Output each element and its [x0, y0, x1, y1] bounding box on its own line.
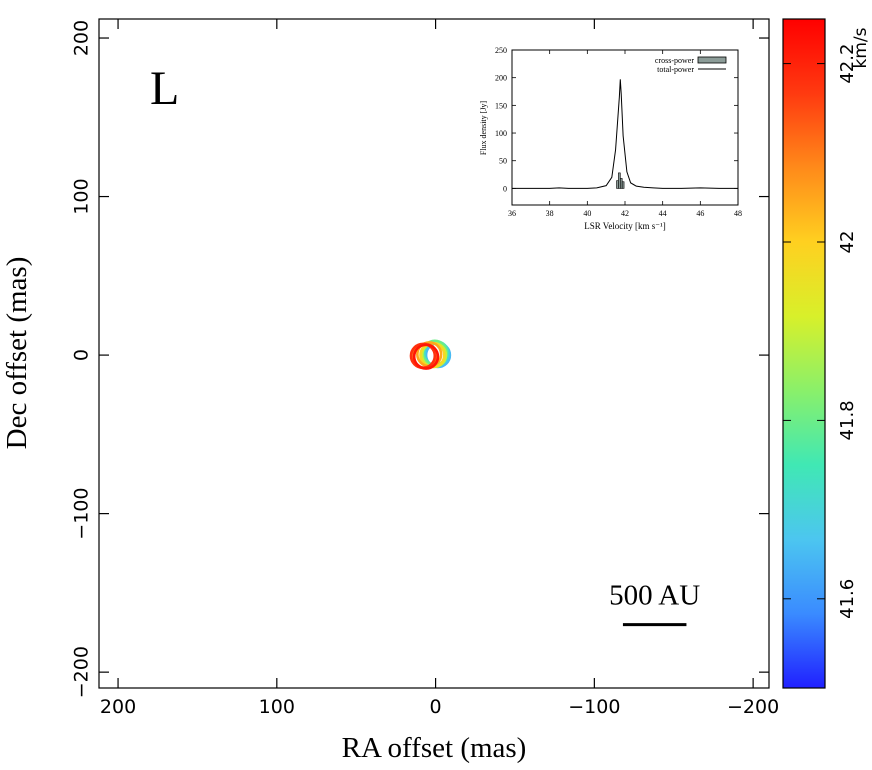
inset-x-tick-label: 42 — [621, 209, 629, 218]
inset-x-tick-label: 48 — [734, 209, 742, 218]
y-tick-label: −200 — [71, 646, 93, 698]
inset-x-tick-label: 44 — [659, 209, 667, 218]
inset-x-tick-label: 36 — [508, 209, 516, 218]
x-tick-labels: 200 100 0 −100 −200 — [100, 696, 779, 718]
inset-y-tick-label: 250 — [495, 46, 507, 55]
inset-spectrum: 36 38 40 42 44 46 48 0 50 100 150 200 250 LSR Veloc… — [479, 46, 742, 231]
inset-y-tick-label: 50 — [499, 157, 507, 166]
cross-power-bar — [621, 181, 625, 189]
y-tick-label: 100 — [71, 178, 93, 214]
main-axis-ticks — [99, 19, 769, 688]
total-power-line — [512, 79, 738, 189]
panel-label: L — [150, 62, 179, 115]
x-tick-label: 200 — [100, 696, 136, 718]
y-tick-label: −100 — [71, 488, 93, 540]
inset-x-tick-label: 40 — [583, 209, 591, 218]
inset-x-tick-label: 46 — [696, 209, 704, 218]
x-tick-label: 100 — [259, 696, 295, 718]
colorbar-tick-label: 42.2 — [837, 44, 858, 84]
y-tick-label: 0 — [71, 349, 93, 361]
inset-y-axis-label: Flux density [Jy] — [479, 101, 488, 156]
y-tick-label: 200 — [71, 20, 93, 56]
cross-power-bars — [616, 172, 625, 189]
legend-label-cross-power: cross-power — [655, 56, 694, 65]
maser-spots — [409, 339, 452, 370]
inset-x-tick-labels: 36 38 40 42 44 46 48 — [508, 209, 742, 218]
inset-y-tick-label: 100 — [495, 129, 507, 138]
colorbar-tick-labels: 41.6 41.8 42 42.2 — [837, 44, 858, 619]
colorbar-ticks — [783, 63, 825, 600]
x-tick-label: −200 — [727, 696, 779, 718]
x-tick-label: 0 — [430, 696, 442, 718]
colorbar-tick-label: 42 — [837, 231, 858, 254]
inset-y-tick-label: 200 — [495, 74, 507, 83]
inset-x-axis-label: LSR Velocity [km s⁻¹] — [584, 221, 666, 231]
plot-frame — [98, 18, 770, 689]
inset-frame — [511, 49, 739, 206]
colorbar-tick-label: 41.6 — [837, 579, 858, 619]
inset-x-tick-label: 38 — [546, 209, 554, 218]
colorbar-tick-label: 41.8 — [837, 400, 858, 440]
inset-legend: cross-power total-power — [655, 56, 727, 74]
y-axis-label: Dec offset (mas) — [1, 257, 33, 450]
legend-label-total-power: total-power — [657, 65, 694, 74]
x-axis-label: RA offset (mas) — [342, 732, 527, 764]
colorbar — [782, 18, 826, 689]
colorbar-unit-label: km/s — [851, 27, 871, 68]
x-tick-label: −100 — [568, 696, 620, 718]
inset-y-tick-labels: 0 50 100 150 200 250 — [495, 46, 507, 193]
maser-spot — [412, 343, 440, 370]
y-tick-labels: 200 100 0 −100 −200 — [71, 20, 93, 698]
inset-y-tick-label: 150 — [495, 101, 507, 110]
legend-swatch-cross-power — [697, 56, 727, 64]
inset-y-tick-label: 0 — [503, 184, 507, 193]
scale-bar-label: 500 AU — [609, 580, 700, 612]
